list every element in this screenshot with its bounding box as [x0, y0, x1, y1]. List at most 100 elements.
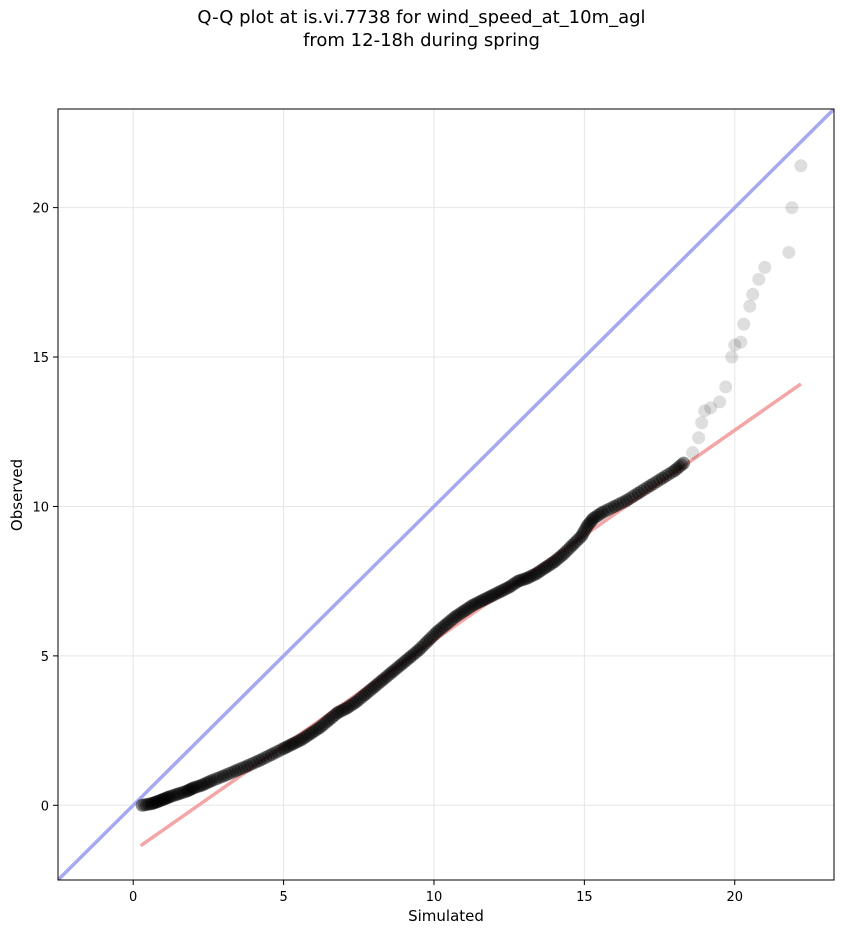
qq-point: [347, 697, 361, 711]
qq-point: [295, 733, 309, 747]
qq-point: [234, 761, 248, 775]
qq-point: [563, 541, 577, 555]
qq-point: [265, 747, 279, 761]
qq-point: [306, 725, 320, 739]
qq-point: [434, 621, 448, 635]
qq-point: [322, 713, 336, 727]
qq-point: [169, 788, 183, 802]
qq-point: [650, 475, 664, 489]
qq-point: [538, 561, 552, 575]
qq-point: [428, 627, 442, 641]
qq-point: [178, 785, 192, 799]
qq-point: [635, 484, 649, 498]
fit-line: [139, 382, 802, 848]
x-tick-label: 15: [576, 890, 593, 905]
qq-point: [176, 785, 190, 799]
qq-point: [541, 559, 555, 573]
qq-point: [743, 299, 757, 313]
x-tick-label: 0: [129, 890, 137, 905]
qq-point: [286, 737, 300, 751]
qq-point: [692, 431, 706, 445]
qq-point: [559, 545, 573, 559]
qq-point: [313, 721, 327, 735]
qq-point: [477, 592, 491, 606]
qq-point: [610, 498, 624, 512]
qq-point: [186, 781, 200, 795]
qq-point: [247, 756, 261, 770]
qq-point: [371, 677, 385, 691]
qq-point: [152, 794, 166, 808]
qq-point: [290, 735, 304, 749]
qq-point: [410, 645, 424, 659]
y-tick-label: 5: [41, 650, 49, 665]
qq-point: [213, 770, 227, 784]
qq-point: [317, 717, 331, 731]
qq-point: [547, 555, 561, 569]
qq-point: [545, 556, 559, 570]
qq-point: [153, 794, 167, 808]
qq-point: [425, 629, 439, 643]
qq-point: [360, 686, 374, 700]
qq-point: [419, 636, 433, 650]
qq-point: [670, 462, 684, 476]
qq-point: [405, 648, 419, 662]
qq-point: [698, 404, 712, 418]
qq-point: [628, 488, 642, 502]
qq-point: [591, 508, 605, 522]
qq-point: [502, 580, 516, 594]
qq-point: [580, 519, 594, 533]
qq-point: [156, 792, 170, 806]
qq-point: [376, 673, 390, 687]
qq-point: [171, 787, 185, 801]
qq-point: [462, 601, 476, 615]
qq-point: [356, 690, 370, 704]
qq-point: [430, 625, 444, 639]
qq-point: [292, 734, 306, 748]
qq-point: [686, 446, 700, 460]
qq-point: [672, 460, 686, 474]
qq-point: [149, 795, 163, 809]
qq-point: [185, 782, 199, 796]
qq-point: [240, 759, 254, 773]
qq-point: [142, 797, 156, 811]
qq-point: [601, 502, 615, 516]
qq-point: [631, 486, 645, 500]
qq-point: [554, 549, 568, 563]
qq-point: [511, 574, 525, 588]
qq-point: [144, 797, 158, 811]
qq-point: [189, 780, 203, 794]
grid-lines: [58, 109, 834, 880]
qq-point: [432, 623, 446, 637]
qq-point: [568, 536, 582, 550]
qq-point: [159, 791, 173, 805]
qq-point: [589, 510, 603, 524]
qq-point: [577, 524, 591, 538]
qq-point: [674, 458, 688, 472]
qq-point: [552, 551, 566, 565]
y-tick-label: 15: [32, 351, 49, 366]
qq-point: [453, 607, 467, 621]
qq-point: [268, 746, 282, 760]
qq-point: [484, 589, 498, 603]
qq-point: [668, 464, 682, 478]
qq-point: [401, 652, 415, 666]
qq-point: [387, 663, 401, 677]
qq-point: [565, 538, 579, 552]
qq-point: [448, 610, 462, 624]
qq-point: [598, 504, 612, 518]
qq-point: [644, 479, 658, 493]
qq-point: [719, 380, 733, 394]
qq-point: [444, 614, 458, 628]
qq-point: [486, 588, 500, 602]
qq-point: [574, 529, 588, 543]
qq-point: [459, 603, 473, 617]
qq-point: [204, 774, 218, 788]
qq-point: [200, 776, 214, 790]
qq-point: [414, 641, 428, 655]
qq-point: [785, 201, 799, 215]
qq-point: [529, 567, 543, 581]
qq-point: [237, 760, 251, 774]
qq-point: [570, 534, 584, 548]
qq-point: [165, 789, 179, 803]
